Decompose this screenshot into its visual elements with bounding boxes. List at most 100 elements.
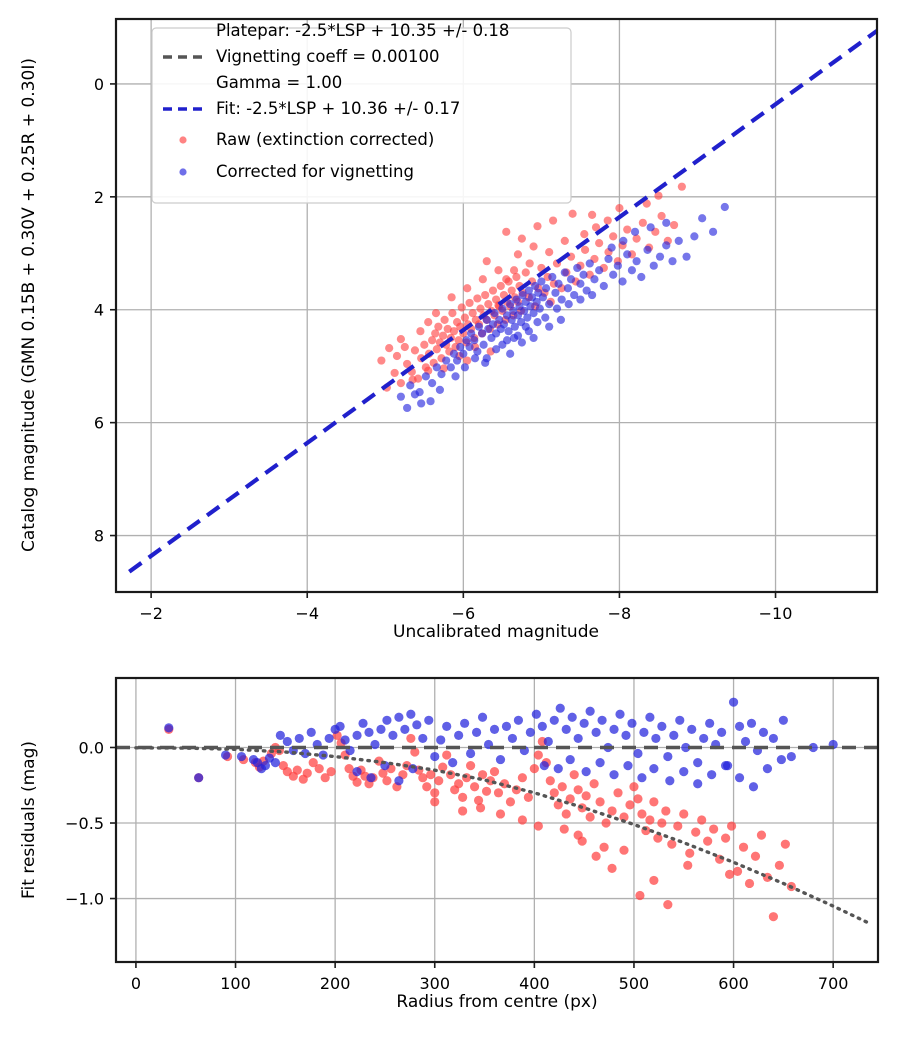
residual-point [543,736,553,747]
residual-point [442,750,452,760]
scatter-point [385,344,394,353]
residual-point [768,912,779,922]
residual-point [591,851,601,861]
top-plot-frame [114,17,879,594]
scatter-point [591,223,601,232]
residual-point [633,794,643,804]
scatter-point [573,263,582,273]
residual-point [683,860,693,870]
scatter-point [512,295,521,304]
scatter-point [529,333,538,343]
residual-point [270,758,280,768]
scatter-point [668,257,677,266]
residual-point [292,765,302,775]
residual-point [721,833,731,843]
scatter-point [400,342,409,352]
scatter-point [615,204,624,213]
residual-point [424,715,434,725]
residual-point [595,758,605,768]
residual-point [557,782,567,792]
residual-point [653,833,663,843]
scatter-point [556,315,565,324]
residual-point [717,727,727,737]
scatter-point [609,232,618,241]
scatter-point [446,363,455,372]
scatter-point [564,299,573,309]
scatter-point [403,359,412,369]
residual-point [533,750,543,760]
scatter-point [482,315,491,324]
scatter-point [529,242,538,251]
bottom-x-tick-label: 0 [131,974,141,993]
residual-point [585,812,595,822]
scatter-point [452,356,462,365]
bottom-plot-tick-labels: 0 100 200 300 400 500 600 700 0.0 −0.5 −1.0 [65,738,848,993]
scatter-point [690,232,699,241]
residual-point [477,712,488,722]
bottom-x-tick-label: 300 [419,974,450,993]
top-plot-ticks [110,83,777,598]
residual-point [746,718,757,728]
scatter-point [576,279,585,288]
scatter-point [449,349,459,358]
residual-point [320,773,330,783]
scatter-point [523,313,532,322]
legend-label: Fit: -2.5*LSP + 10.36 +/- 0.17 [216,99,460,118]
scatter-point [518,290,527,300]
residual-point [665,776,675,786]
scatter-point [552,304,562,313]
residual-point [412,720,422,730]
scatter-point [517,234,526,243]
top-plot-fit-line [128,29,879,574]
top-plot-tick-labels: −2 −4 −6 −8 −10 0 2 4 6 8 [94,75,793,623]
scatter-point [490,309,499,318]
residual-point [366,773,376,783]
residual-point [585,706,595,716]
scatter-point [420,340,429,349]
residual-point [388,730,398,741]
scatter-point [618,277,627,286]
residual-point [523,792,533,802]
scatter-point [465,342,474,352]
residual-point [164,723,174,733]
residual-point [687,724,697,734]
scatter-point [460,313,469,322]
scatter-point [434,322,443,331]
scatter-point [588,290,597,300]
residual-point [495,754,506,765]
residual-point [344,764,354,774]
residual-point [573,830,583,840]
bottom-plot-x-axis-label: Radius from centre (px) [396,992,597,1012]
residual-point [460,718,470,728]
residual-point [501,721,512,731]
residual-point [621,730,631,741]
residual-point [734,773,745,783]
residual-point [679,809,689,819]
top-x-tick-label: −10 [759,604,793,623]
residual-point [555,703,565,713]
residual-point [458,792,468,802]
residual-point [762,764,773,774]
residual-point [475,803,486,813]
scatter-point [551,288,560,297]
residual-point [649,797,659,807]
top-plot-legend: Platepar: -2.5*LSP + 10.35 +/- 0.18 Vigne… [151,21,572,204]
residual-point [454,779,464,789]
residual-point [505,797,516,807]
residual-point [597,715,607,725]
residual-point [489,724,500,734]
residual-point [681,742,691,753]
residual-point [750,851,761,861]
bottom-x-tick-label: 200 [320,974,351,993]
scatter-point [576,295,585,304]
residual-point [549,788,559,798]
scatter-point [499,320,509,329]
scatter-point [566,275,576,284]
scatter-point [538,293,548,302]
scatter-point [506,299,515,309]
residual-point [657,721,667,731]
residual-point [517,773,528,783]
scatter-point [502,275,511,284]
bottom-plot-vignetting-curve [134,746,870,925]
